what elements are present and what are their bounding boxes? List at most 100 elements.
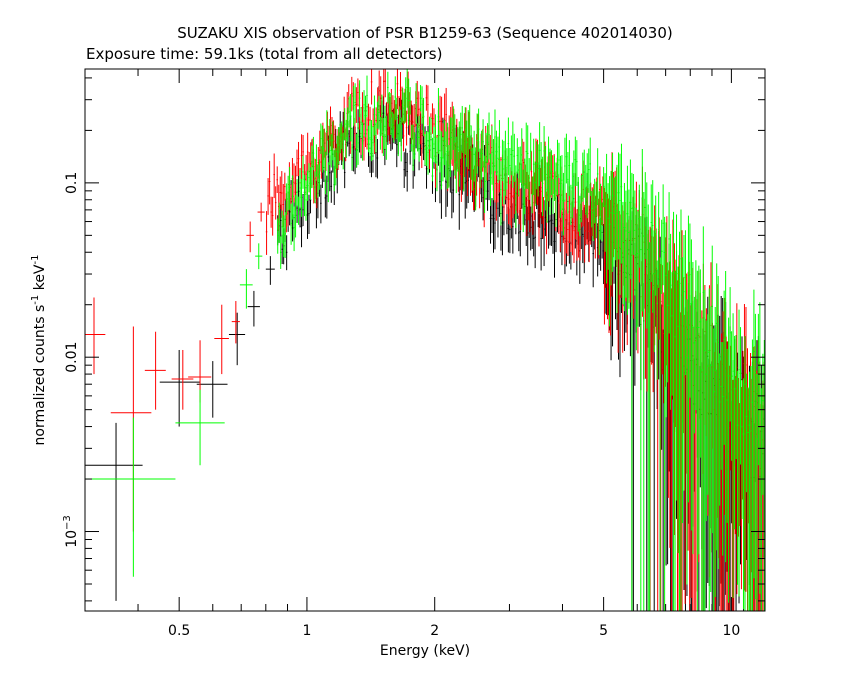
- data-bin-2-307: [733, 335, 736, 530]
- data-bin-2-135: [477, 108, 480, 152]
- data-bin-2-103: [430, 117, 432, 159]
- data-bin-2-213: [593, 178, 596, 224]
- data-bin-2-301: [724, 270, 727, 563]
- data-bin-2-88: [407, 78, 410, 126]
- data-bin-2-65: [373, 95, 376, 136]
- data-bin-2-131: [471, 147, 474, 191]
- data-bin-2-319: [751, 339, 754, 611]
- data-bin-2-207: [585, 164, 587, 215]
- data-bin-2-245: [641, 149, 644, 312]
- data-bin-2-98: [422, 97, 425, 137]
- data-bin-2-265: [671, 272, 673, 396]
- data-bin-2-44: [342, 132, 344, 170]
- x-axis-label: Energy (keV): [380, 643, 470, 659]
- data-bin-1-66: [366, 111, 368, 150]
- data-bin-2-17: [302, 155, 304, 189]
- data-bin-2-4: [282, 215, 285, 258]
- data-bin-2-187: [555, 162, 557, 228]
- data-bin-2-286: [702, 226, 705, 611]
- data-bin-2-54: [357, 122, 359, 165]
- data-bin-2-309: [736, 370, 739, 585]
- data-bin-2-196: [568, 140, 571, 197]
- data-bin-2-167: [525, 122, 527, 189]
- data-bin-0-33: [326, 175, 328, 219]
- data-point-1-5: [214, 304, 229, 375]
- data-bin-2-263: [668, 192, 670, 334]
- data-bin-2-66: [375, 122, 377, 153]
- data-bin-2-68: [378, 96, 380, 130]
- data-bin-0-45: [343, 157, 346, 189]
- data-bin-2-297: [718, 353, 721, 506]
- data-bin-0-126: [464, 154, 466, 219]
- data-bin-2-159: [513, 133, 516, 182]
- data-bin-2-70: [381, 94, 383, 136]
- data-bin-2-317: [748, 371, 751, 611]
- data-bin-2-322: [756, 373, 758, 611]
- data-bin-2-316: [747, 387, 749, 611]
- data-bin-0-118: [452, 169, 455, 213]
- data-bin-2-279: [692, 261, 694, 555]
- data-bin-1-27: [306, 132, 309, 173]
- data-point-0-2: [196, 361, 228, 418]
- data-bin-2-3: [281, 210, 283, 244]
- data-bin-2-78: [393, 113, 395, 143]
- data-bin-2-217: [599, 183, 602, 240]
- data-bin-2-126: [464, 107, 466, 155]
- data-bin-2-127: [465, 120, 468, 167]
- data-bin-2-183: [549, 148, 551, 215]
- data-bin-2-60: [366, 75, 368, 118]
- data-bin-2-73: [385, 115, 388, 160]
- chart-subtitle: Exposure time: 59.1ks (total from all de…: [86, 45, 442, 63]
- data-bin-1-9: [279, 176, 282, 210]
- data-bin-2-291: [710, 306, 712, 593]
- data-bin-2-14: [297, 196, 300, 225]
- data-bin-2-72: [384, 105, 386, 150]
- data-bin-2-266: [672, 211, 675, 611]
- data-bin-0-6: [285, 235, 288, 271]
- data-bin-2-254: [654, 195, 657, 296]
- data-bin-2-299: [721, 342, 724, 556]
- data-bin-2-130: [470, 125, 472, 180]
- data-bin-2-20: [306, 170, 309, 201]
- data-bin-0-177: [540, 212, 542, 271]
- data-bin-2-119: [454, 114, 456, 176]
- data-bin-2-33: [326, 110, 328, 156]
- data-bin-2-50: [351, 127, 353, 171]
- data-bin-2-27: [317, 164, 319, 198]
- data-bin-2-76: [390, 93, 392, 136]
- data-bin-1-18: [293, 163, 295, 203]
- data-bin-2-208: [586, 153, 588, 219]
- data-bin-1-69: [370, 69, 373, 105]
- data-bin-2-212: [592, 188, 594, 242]
- data-bin-2-122: [458, 121, 461, 187]
- data-bin-0-182: [547, 198, 550, 249]
- data-bin-2-313: [742, 378, 745, 610]
- data-bin-2-250: [649, 242, 651, 611]
- data-bin-1-171: [526, 171, 528, 237]
- data-bin-2-198: [571, 162, 574, 219]
- data-bin-2-281: [695, 260, 697, 410]
- data-bin-2-326: [762, 353, 764, 495]
- data-bin-0-48: [348, 130, 350, 157]
- data-bin-1-212: [588, 205, 590, 263]
- data-bin-2-43: [340, 121, 343, 150]
- data-bin-0-20: [306, 193, 309, 239]
- data-bin-2-51: [352, 86, 355, 127]
- data-bin-2-174: [535, 141, 538, 190]
- data-bin-2-315: [745, 373, 748, 493]
- data-bin-0-146: [494, 200, 496, 250]
- data-bin-1-202: [573, 204, 575, 263]
- data-bin-2-215: [596, 148, 599, 206]
- data-bin-2-269: [677, 266, 679, 554]
- data-bin-2-268: [675, 214, 678, 501]
- data-bin-1-198: [567, 206, 569, 257]
- data-bin-2-87: [406, 69, 408, 108]
- data-bin-1-7: [276, 166, 278, 194]
- data-bin-2-56: [360, 106, 362, 138]
- data-bin-2-295: [715, 263, 718, 551]
- data-bin-2-7: [287, 175, 289, 211]
- data-bin-1-102: [421, 130, 423, 169]
- data-bin-2-175: [537, 144, 539, 197]
- data-bin-2-8: [288, 167, 291, 210]
- data-bin-2-141: [486, 123, 489, 163]
